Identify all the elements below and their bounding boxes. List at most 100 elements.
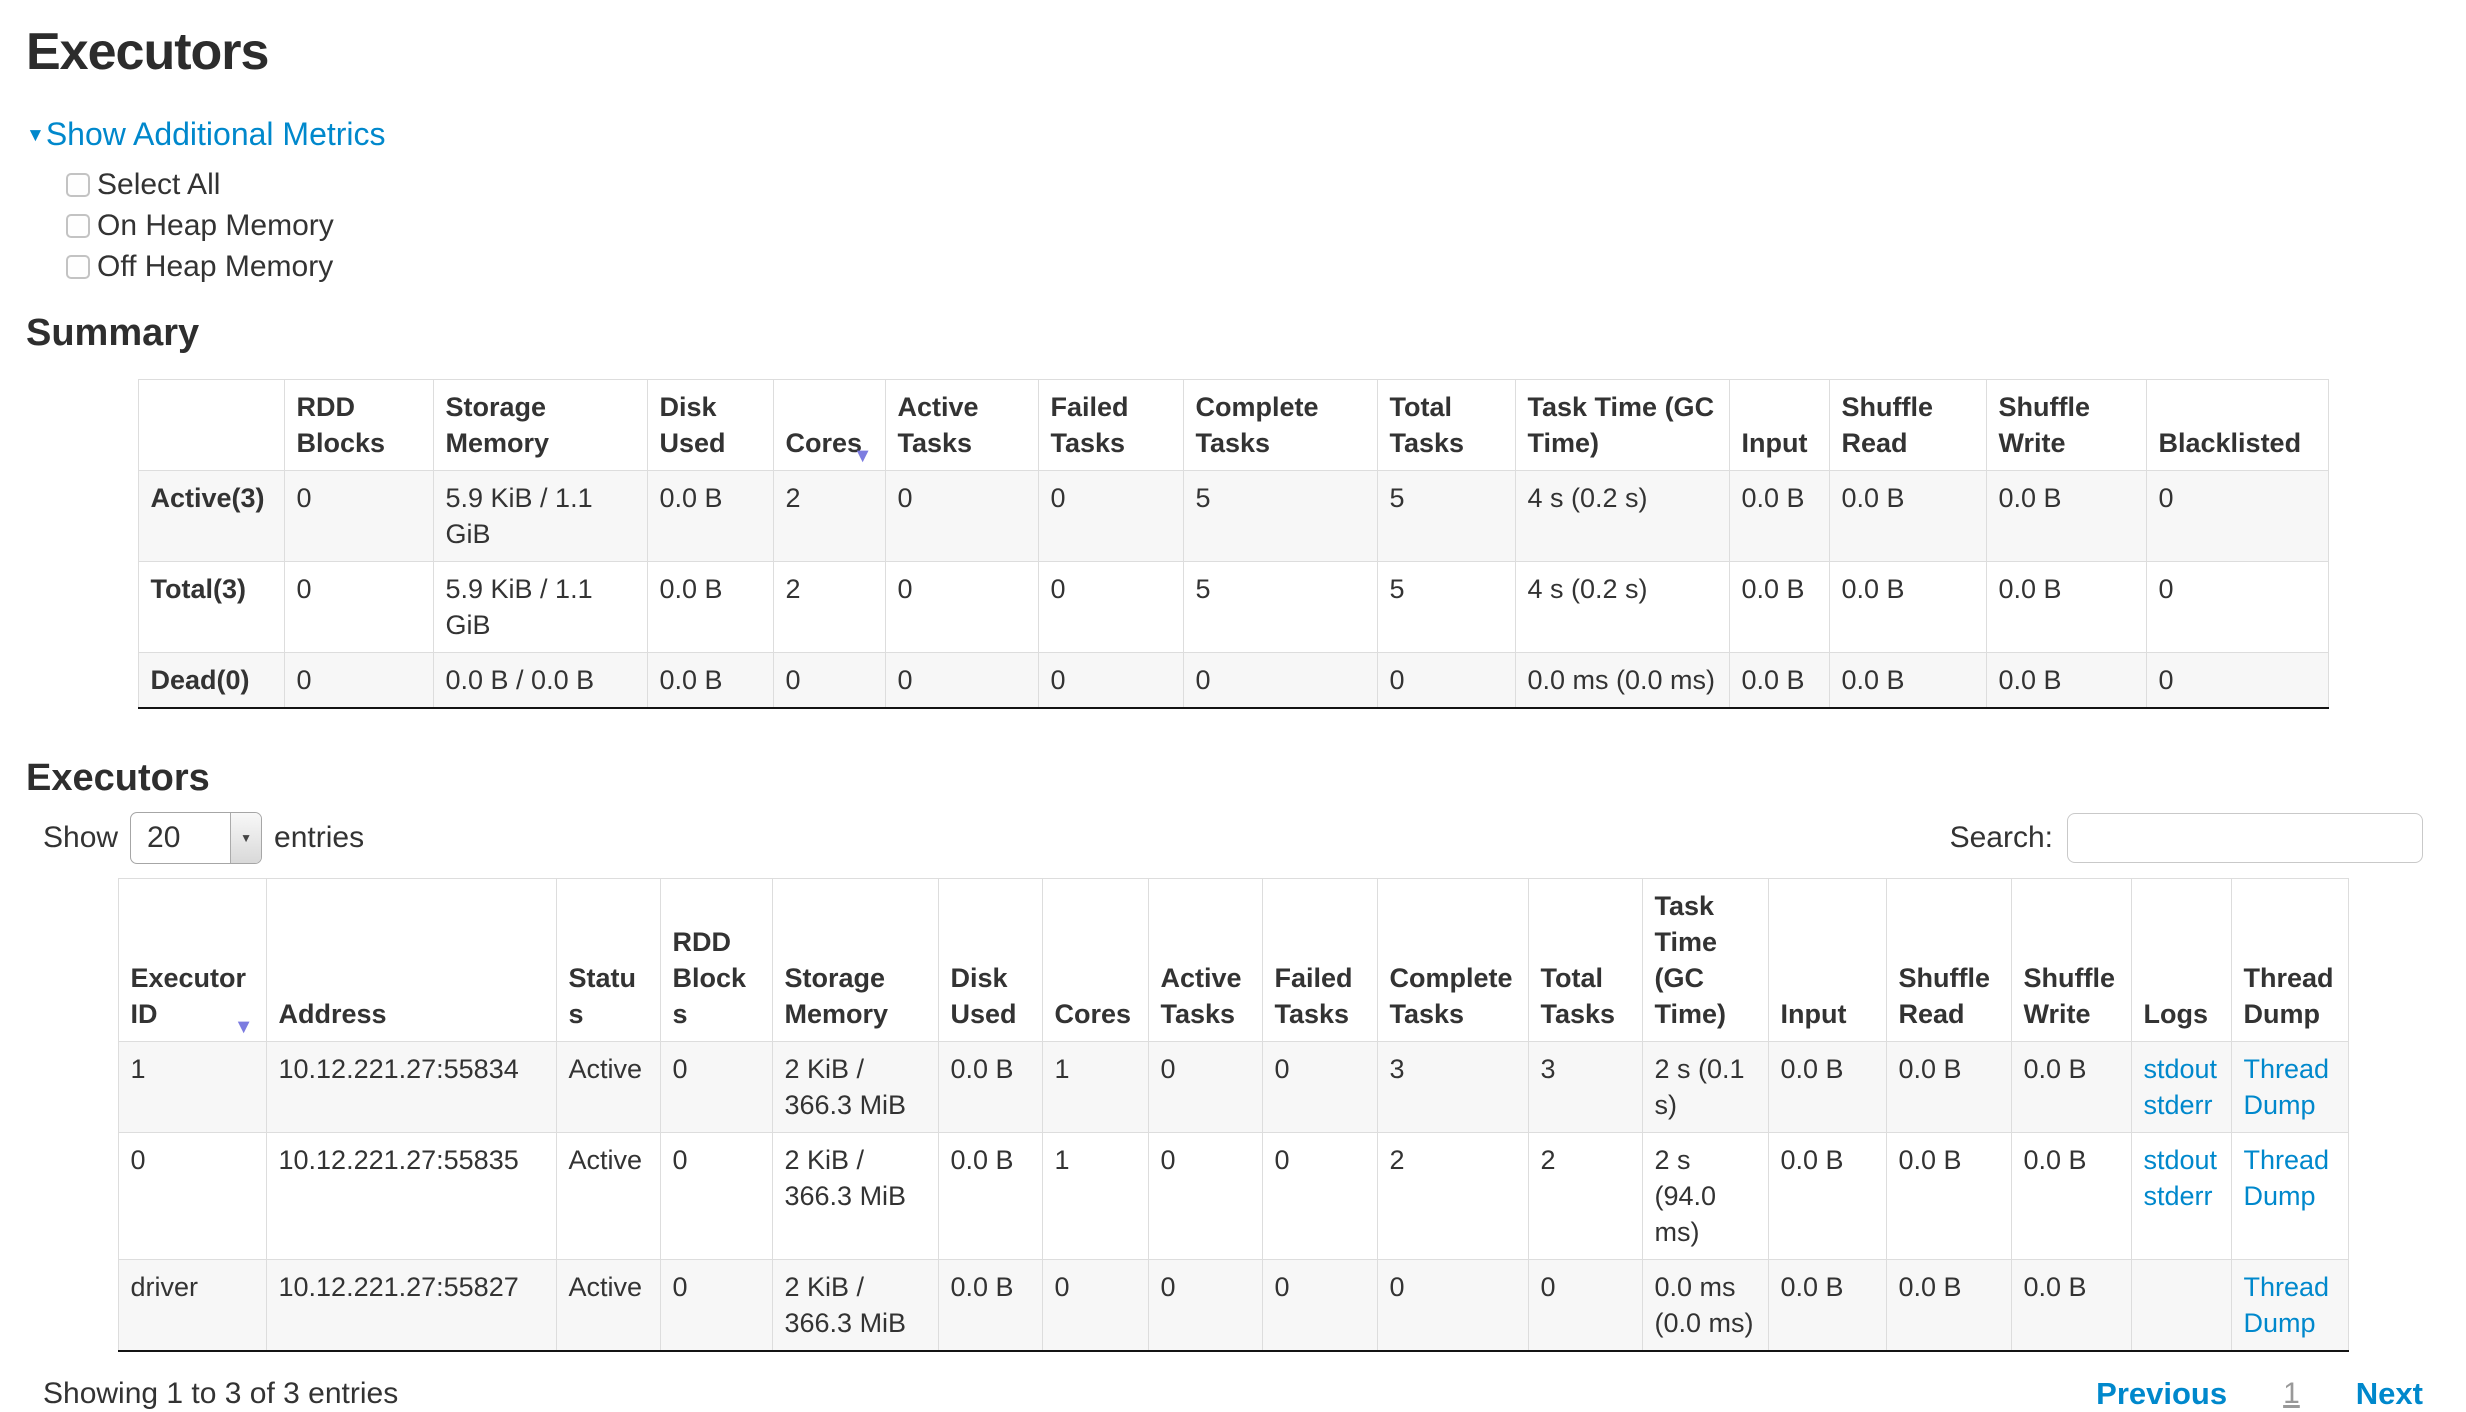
column-header-status[interactable]: Status xyxy=(555,878,661,1042)
column-header-total-tasks[interactable]: Total Tasks xyxy=(1376,379,1516,471)
cell: 0 xyxy=(2145,470,2329,562)
on-heap-memory-checkbox[interactable] xyxy=(66,214,90,238)
executors-header-row: Executor ID ▼ Address Status RDD Blocks … xyxy=(117,878,2349,1042)
cell: 0 xyxy=(1261,1132,1378,1260)
cell: 2 KiB / 366.3 MiB xyxy=(771,1041,939,1133)
show-additional-metrics-label: Show Additional Metrics xyxy=(45,116,386,152)
column-header-cores[interactable]: Cores ▼ xyxy=(772,379,886,471)
column-header-cores[interactable]: Cores xyxy=(1041,878,1149,1042)
cell: 0.0 B xyxy=(1985,652,2147,709)
page-length-control: Show 20 ▼ entries xyxy=(43,812,364,864)
search-label: Search: xyxy=(1949,821,2053,854)
thread-dump-cell: Thread Dump xyxy=(2230,1041,2349,1133)
column-header-failed-tasks[interactable]: Failed Tasks xyxy=(1261,878,1378,1042)
cell: 1 xyxy=(1041,1132,1149,1260)
page-number-1[interactable]: 1 xyxy=(2283,1377,2300,1410)
column-header-disk-used[interactable]: Disk Used xyxy=(937,878,1043,1042)
select-all-checkbox[interactable] xyxy=(66,173,90,197)
column-header-input[interactable]: Input xyxy=(1767,878,1887,1042)
cell: 0.0 B xyxy=(1767,1259,1887,1352)
executors-table-wrapper: Show 20 ▼ entries Search: xyxy=(26,812,2440,1412)
column-header-shuffle-write[interactable]: Shuffle Write xyxy=(2010,878,2132,1042)
column-header-shuffle-write[interactable]: Shuffle Write xyxy=(1985,379,2147,471)
logs-cell: stdout stderr xyxy=(2130,1132,2232,1260)
column-header-complete-tasks[interactable]: Complete Tasks xyxy=(1182,379,1378,471)
cell: 0.0 B xyxy=(2010,1041,2132,1133)
column-header-disk-used[interactable]: Disk Used xyxy=(646,379,774,471)
column-header-blacklisted[interactable]: Blacklisted xyxy=(2145,379,2329,471)
column-header-task-time[interactable]: Task Time (GC Time) xyxy=(1514,379,1730,471)
column-header-logs[interactable]: Logs xyxy=(2130,878,2232,1042)
previous-page-button[interactable]: Previous xyxy=(2096,1376,2228,1411)
table-footer: Showing 1 to 3 of 3 entries Previous 1 N… xyxy=(43,1376,2423,1412)
column-header-blank[interactable] xyxy=(137,379,285,471)
spark-executors-page: Executors ▼Show Additional Metrics Selec… xyxy=(26,22,2440,1412)
column-header-executor-id[interactable]: Executor ID ▼ xyxy=(117,878,267,1042)
cell: 1 xyxy=(1041,1041,1149,1133)
executors-heading: Executors xyxy=(26,757,210,799)
metric-option-label[interactable]: Off Heap Memory xyxy=(97,250,334,283)
thread-dump-cell: Thread Dump xyxy=(2230,1132,2349,1260)
column-header-complete-tasks[interactable]: Complete Tasks xyxy=(1376,878,1529,1042)
column-header-address[interactable]: Address xyxy=(265,878,557,1042)
pagination: Previous 1 Next xyxy=(2096,1376,2423,1412)
cell: 0 xyxy=(1037,470,1184,562)
column-header-shuffle-read[interactable]: Shuffle Read xyxy=(1828,379,1987,471)
cell: 0 xyxy=(772,652,886,709)
thread-dump-link[interactable]: Thread Dump xyxy=(2243,1145,2330,1211)
column-header-input[interactable]: Input xyxy=(1728,379,1830,471)
cell: driver xyxy=(117,1259,267,1352)
next-page-button[interactable]: Next xyxy=(2355,1376,2423,1411)
stderr-link[interactable]: stderr xyxy=(2143,1090,2213,1120)
summary-row-total: Total(3) 0 5.9 KiB / 1.1 GiB 0.0 B 2 0 0… xyxy=(137,561,2329,653)
column-header-failed-tasks[interactable]: Failed Tasks xyxy=(1037,379,1184,471)
cell: 5 xyxy=(1182,561,1378,653)
column-header-storage-memory[interactable]: Storage Memory xyxy=(432,379,648,471)
metric-option-label[interactable]: On Heap Memory xyxy=(97,209,334,242)
metric-option-label[interactable]: Select All xyxy=(97,168,221,201)
row-label: Total(3) xyxy=(137,561,285,653)
cell: 5 xyxy=(1376,561,1516,653)
cell: 0 xyxy=(1147,1041,1263,1133)
stdout-link[interactable]: stdout xyxy=(2143,1054,2218,1084)
cell: 0.0 B xyxy=(1728,652,1830,709)
show-additional-metrics-link[interactable]: ▼Show Additional Metrics xyxy=(26,116,386,153)
off-heap-memory-checkbox[interactable] xyxy=(66,255,90,279)
summary-row-dead: Dead(0) 0 0.0 B / 0.0 B 0.0 B 0 0 0 0 0 … xyxy=(137,652,2329,709)
cell: 0.0 B xyxy=(1885,1259,2012,1352)
cell: Active xyxy=(555,1132,661,1260)
cell: 0.0 B xyxy=(646,652,774,709)
stderr-link[interactable]: stderr xyxy=(2143,1181,2213,1211)
stdout-link[interactable]: stdout xyxy=(2143,1145,2218,1175)
column-header-task-time[interactable]: Task Time (GC Time) xyxy=(1641,878,1769,1042)
sort-descending-icon: ▼ xyxy=(852,445,873,467)
cell: 0 xyxy=(1527,1259,1643,1352)
column-header-total-tasks[interactable]: Total Tasks xyxy=(1527,878,1643,1042)
cell: 0 xyxy=(283,652,434,709)
additional-metrics-section: ▼Show Additional Metrics Select All On H… xyxy=(26,116,2440,286)
cell: 0.0 B xyxy=(1828,470,1987,562)
cell: 4 s (0.2 s) xyxy=(1514,470,1730,562)
executor-row-0: 0 10.12.221.27:55835 Active 0 2 KiB / 36… xyxy=(117,1132,2349,1260)
cell: 0 xyxy=(884,470,1039,562)
column-header-thread-dump[interactable]: Thread Dump xyxy=(2230,878,2349,1042)
page-size-select[interactable]: 20 ▼ xyxy=(130,812,263,864)
cell: 2 KiB / 366.3 MiB xyxy=(771,1132,939,1260)
cell: 4 s (0.2 s) xyxy=(1514,561,1730,653)
thread-dump-link[interactable]: Thread Dump xyxy=(2243,1054,2330,1120)
cell: 2 s (94.0 ms) xyxy=(1641,1132,1769,1260)
thread-dump-link[interactable]: Thread Dump xyxy=(2243,1272,2330,1338)
cell: 0 xyxy=(1037,561,1184,653)
column-header-rdd-blocks[interactable]: RDD Blocks xyxy=(659,878,773,1042)
column-header-active-tasks[interactable]: Active Tasks xyxy=(1147,878,1263,1042)
metric-option-off-heap-memory: Off Heap Memory xyxy=(66,248,2440,286)
column-header-shuffle-read[interactable]: Shuffle Read xyxy=(1885,878,2012,1042)
column-header-storage-memory[interactable]: Storage Memory xyxy=(771,878,939,1042)
cell: 0.0 B xyxy=(646,470,774,562)
page-size-value: 20 xyxy=(147,821,181,854)
cell: 0 xyxy=(117,1132,267,1260)
column-header-active-tasks[interactable]: Active Tasks xyxy=(884,379,1039,471)
search-input[interactable] xyxy=(2067,813,2423,863)
column-header-rdd-blocks[interactable]: RDD Blocks xyxy=(283,379,434,471)
cell: Active xyxy=(555,1259,661,1352)
